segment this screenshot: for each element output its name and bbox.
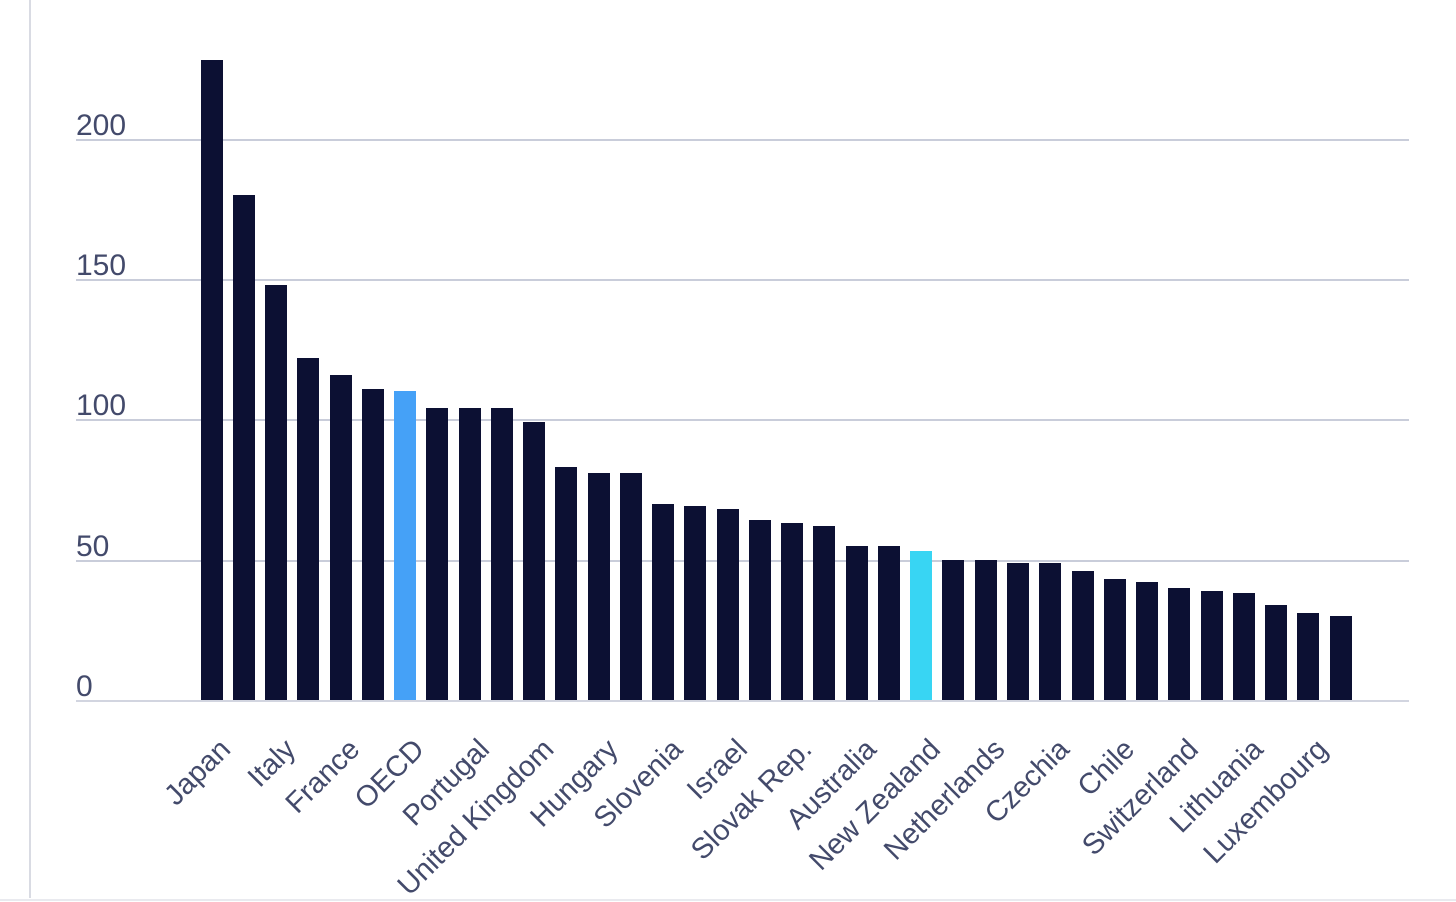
bar-switzerland bbox=[1168, 587, 1191, 700]
bar-japan bbox=[200, 60, 223, 700]
bar-unlabeled bbox=[619, 472, 642, 700]
bar-unlabeled bbox=[684, 506, 707, 700]
bar-chile bbox=[1103, 579, 1126, 700]
bar-unlabeled bbox=[1071, 570, 1094, 700]
bar-lithuania bbox=[1232, 593, 1255, 700]
bar-new-zealand bbox=[910, 551, 933, 700]
bar-united-kingdom bbox=[523, 422, 546, 700]
bar-unlabeled bbox=[748, 520, 771, 700]
gridline bbox=[76, 559, 1409, 562]
bar-unlabeled bbox=[1329, 615, 1352, 700]
bar-hungary bbox=[587, 472, 610, 700]
bar-netherlands bbox=[974, 559, 997, 700]
bar-unlabeled bbox=[1136, 582, 1159, 700]
x-axis-tick-label: Japan bbox=[158, 733, 238, 812]
left-border-line bbox=[29, 0, 31, 898]
bar-slovak-rep- bbox=[781, 523, 804, 700]
bar-slovenia bbox=[652, 503, 675, 700]
gridline bbox=[76, 419, 1409, 422]
bar-luxembourg bbox=[1297, 613, 1320, 700]
y-axis-tick-label: 50 bbox=[76, 529, 110, 563]
bar-unlabeled bbox=[942, 559, 965, 700]
bar-czechia bbox=[1039, 562, 1062, 700]
y-axis-tick-label: 200 bbox=[76, 108, 127, 142]
bar-portugal bbox=[458, 408, 481, 700]
bar-unlabeled bbox=[877, 545, 900, 700]
y-axis-tick-label: 150 bbox=[76, 249, 127, 283]
gridline bbox=[76, 279, 1409, 282]
y-axis-tick-label: 0 bbox=[76, 670, 93, 703]
bar-unlabeled bbox=[813, 526, 836, 700]
bar-israel bbox=[716, 509, 739, 700]
bar-oecd bbox=[394, 391, 417, 700]
bar-france bbox=[329, 374, 352, 700]
bar-unlabeled bbox=[361, 388, 384, 700]
bar-australia bbox=[845, 545, 868, 700]
bar-italy bbox=[265, 284, 288, 700]
bar-unlabeled bbox=[232, 194, 255, 700]
x-axis-line bbox=[76, 700, 1409, 702]
bar-unlabeled bbox=[1007, 562, 1029, 700]
bottom-divider-line bbox=[0, 899, 1456, 901]
bar-unlabeled bbox=[1265, 604, 1288, 700]
bar-unlabeled bbox=[555, 467, 578, 700]
gridline bbox=[76, 138, 1409, 141]
y-axis-tick-label: 100 bbox=[76, 389, 127, 423]
bar-unlabeled bbox=[426, 408, 449, 700]
bar-unlabeled bbox=[1200, 590, 1223, 700]
bar-unlabeled bbox=[490, 408, 513, 700]
bar-unlabeled bbox=[297, 357, 320, 700]
